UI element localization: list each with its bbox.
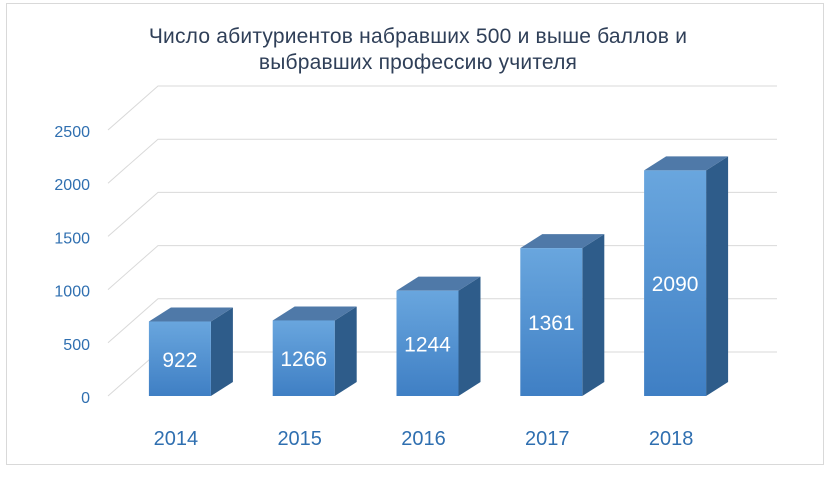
bar-front — [396, 290, 459, 396]
x-tick-label: 2017 — [525, 428, 570, 450]
y-tick-label: 2000 — [54, 177, 90, 194]
bar-top — [272, 306, 357, 321]
x-tick-label: 2015 — [277, 428, 322, 450]
x-tick-label: 2014 — [154, 428, 199, 450]
bar-2017: 1361 — [520, 234, 605, 396]
bar-2016: 1244 — [396, 276, 481, 396]
bar-side — [458, 276, 481, 396]
x-tick-label: 2018 — [649, 428, 694, 450]
data-label: 1361 — [528, 312, 575, 335]
y-tick-label: 1500 — [54, 230, 90, 247]
bars: 922 1266 1244 1361 2090 — [148, 156, 729, 396]
bar-top — [148, 307, 233, 322]
data-label: 1244 — [404, 333, 451, 356]
y-tick-label: 500 — [63, 337, 90, 354]
bar-top — [520, 234, 605, 249]
x-tick-label: 2016 — [401, 428, 446, 450]
bar-side — [210, 307, 233, 396]
gridline — [107, 191, 777, 237]
data-label: 1266 — [280, 348, 327, 371]
data-label: 2090 — [652, 273, 699, 296]
x-axis-ticks: 2014 2015 2016 2017 2018 — [154, 428, 694, 450]
data-label: 922 — [162, 349, 197, 372]
bar-front — [272, 320, 335, 396]
bar-front — [520, 248, 583, 396]
gridline — [107, 85, 777, 131]
bar-side — [706, 156, 729, 396]
bar-side — [582, 234, 605, 396]
bar-2015: 1266 — [272, 306, 357, 396]
bar-front — [148, 321, 211, 396]
chart-title-line-2: выбравших профессию учителя — [258, 51, 578, 74]
chart-title: Число абитуриентов набравших 500 и выше … — [0, 24, 836, 76]
bar-2018: 2090 — [644, 156, 729, 396]
chart-title-line-1: Число абитуриентов набравших 500 и выше … — [148, 25, 688, 48]
y-tick-label: 0 — [81, 390, 90, 407]
gridline — [107, 138, 777, 184]
bar-2014: 922 — [148, 307, 233, 396]
bar-front — [644, 170, 707, 396]
bar-top — [396, 276, 481, 291]
bar-side — [334, 306, 357, 396]
y-tick-label: 1000 — [54, 284, 90, 301]
y-axis-ticks: 0 500 1000 1500 2000 2500 — [54, 124, 90, 407]
bar-top — [644, 156, 729, 171]
y-tick-label: 2500 — [54, 124, 90, 141]
